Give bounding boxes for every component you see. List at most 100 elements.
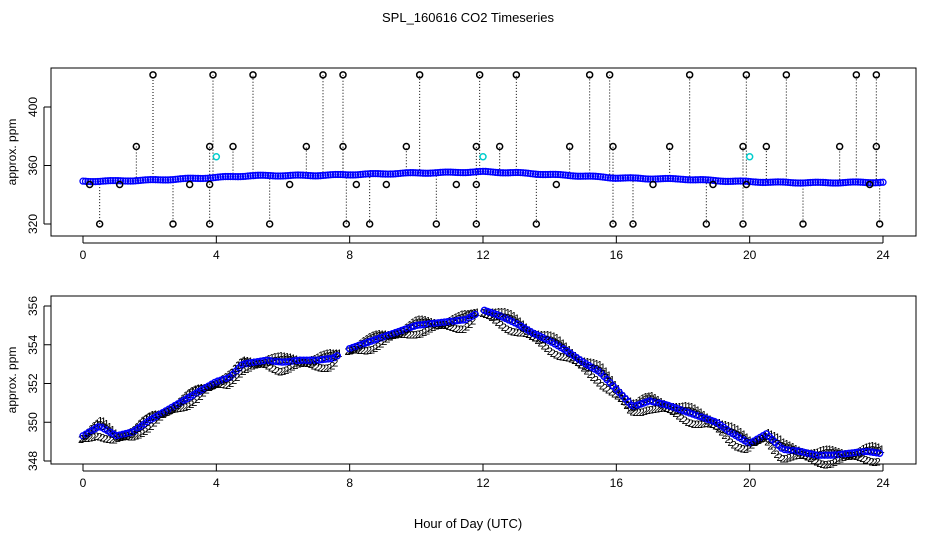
series-2-point: 2 [556,351,562,363]
x-tick-label: 0 [80,248,87,262]
data-point [759,178,767,187]
outlier-point [472,220,481,228]
series-1-point: 1 [281,351,287,363]
data-point [276,172,285,180]
series-2-point: 2 [256,359,262,371]
series-2-point: 2 [384,334,390,346]
series-1-point: 1 [692,403,698,415]
x-tick-label: 0 [80,476,87,490]
series-3-point: 3 [827,447,833,459]
series-1-point: 1 [535,329,541,341]
data-point [801,179,810,187]
data-point [676,175,685,183]
data-point [419,169,427,177]
y-tick-label: 348 [26,451,40,471]
series-3-point: 3 [511,315,517,327]
series-1-point: 1 [505,307,511,319]
data-point [726,177,735,186]
series-2-point: 2 [299,358,305,370]
series-3-point: 3 [689,406,695,418]
data-point [606,174,615,182]
series-3-point: 3 [180,395,186,407]
outlier-point [782,71,791,79]
data-point [806,178,815,187]
series-3-point: 3 [370,332,376,344]
y-tick-label: 360 [26,155,40,175]
data-point [496,169,505,177]
data-point [241,172,250,180]
series-2-point: 2 [792,451,798,463]
data-point [834,179,842,187]
series-2-point: 2 [479,308,485,320]
series-2-point: 2 [859,453,865,465]
outlier-point [115,180,124,189]
series-3-point: 3 [134,423,140,435]
data-point [674,175,682,183]
mean-point [333,352,342,360]
series-3-point: 3 [680,406,686,418]
series-1-point: 1 [839,447,845,459]
series-2-point: 2 [516,327,522,339]
series-2-point: 2 [835,455,841,467]
series-1-point: 1 [793,444,799,456]
series-2-point: 2 [197,391,203,403]
series-2-point: 2 [308,359,314,371]
series-2-point: 2 [369,344,375,356]
series-1-point: 1 [704,412,710,424]
series-2-point: 2 [605,385,611,397]
series-1-point: 1 [499,306,505,318]
series-3-point: 3 [514,317,520,329]
data-point [566,172,575,180]
data-point [461,168,470,177]
data-point [734,177,742,185]
series-1-point: 1 [205,382,211,394]
top-timeseries-panel: approx. ppm 0 4 8 12 16 20 24 320 360 400 [5,67,917,262]
series-2-point: 2 [620,396,626,408]
data-point [611,174,620,182]
series-3-point: 3 [817,449,823,461]
data-point [489,168,497,176]
series-1-point: 1 [447,315,453,327]
data-point [624,174,632,182]
data-point [344,171,352,179]
series-3-point: 3 [456,314,462,326]
y-tick-label: 400 [26,97,40,117]
series-1-point: 1 [603,366,609,378]
series-1-point: 1 [220,374,226,386]
series-2-point: 2 [510,326,516,338]
chart-title: SPL_160616 CO2 Timeseries [382,10,554,25]
data-point [736,177,745,185]
series-3-point: 3 [278,354,284,366]
series-3-point: 3 [85,428,91,440]
x-tick-label: 16 [610,248,624,262]
data-point [696,176,705,184]
outlier-point [209,71,217,79]
series-1-point: 1 [333,348,339,360]
series-3-point: 3 [805,451,811,463]
outlier-point [552,180,561,189]
series-2-point: 2 [93,431,99,443]
data-point [514,168,522,177]
mean-point [125,429,133,437]
series-2-point: 2 [611,388,617,400]
data-point [101,177,110,185]
series-2-point: 2 [807,453,813,465]
data-point [459,168,467,177]
series-1-point: 1 [545,330,551,342]
data-point [546,170,555,179]
series-2-point: 2 [577,360,583,372]
series-3-point: 3 [198,383,204,395]
data-point [216,173,225,181]
series-2-point: 2 [118,432,124,444]
series-3-point: 3 [247,358,253,370]
series-3-point: 3 [744,436,750,448]
series-3-point: 3 [612,385,618,397]
series-3-point: 3 [771,437,777,449]
data-point [334,170,342,179]
series-1-point: 1 [462,309,468,321]
series-1-point: 1 [137,418,143,430]
series-2-point: 2 [826,459,832,471]
series-3-point: 3 [667,404,673,416]
